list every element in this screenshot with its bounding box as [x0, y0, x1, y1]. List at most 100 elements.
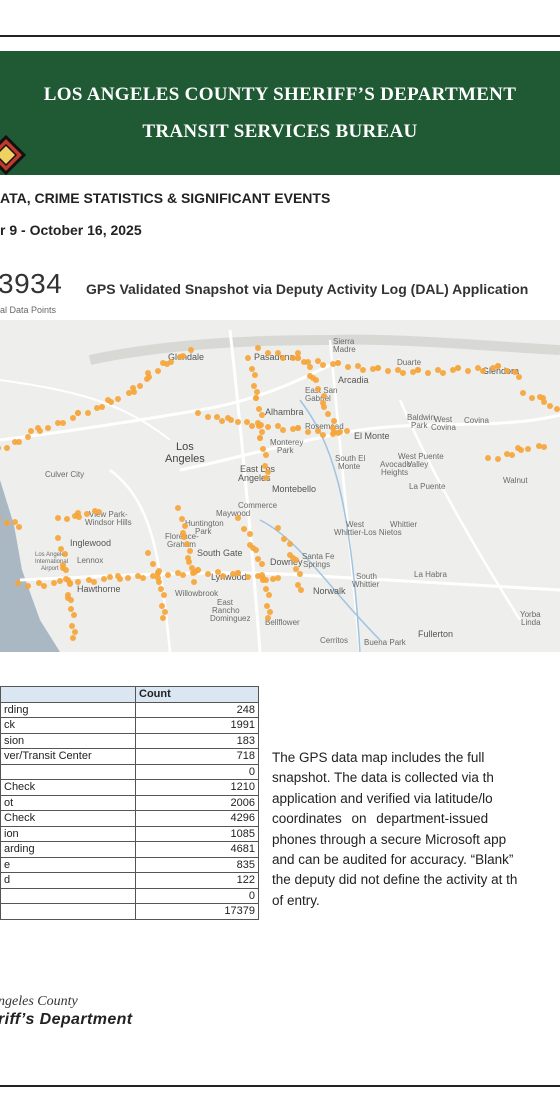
- map-label: Willowbrook: [175, 589, 219, 598]
- gps-point: [330, 361, 336, 367]
- gps-point: [55, 535, 61, 541]
- gps-point: [287, 551, 294, 558]
- table-header-row: Count: [0, 686, 259, 703]
- row-activity-count: 4296: [135, 810, 259, 827]
- gps-point: [140, 575, 146, 582]
- map-label: Los Angeles: [35, 552, 68, 558]
- map-label: Windsor Hills: [85, 518, 132, 527]
- map-label: Culver City: [45, 470, 85, 479]
- gps-point: [248, 366, 255, 372]
- gps-point: [76, 514, 82, 520]
- map-label: Alhambra: [265, 407, 304, 417]
- gps-point: [195, 567, 201, 573]
- map-label: El Monte: [354, 431, 390, 441]
- gps-point: [108, 399, 114, 405]
- gps-point: [541, 399, 547, 405]
- gps-point: [191, 579, 197, 585]
- bottom-rule: [0, 1085, 560, 1087]
- gps-point: [320, 432, 326, 438]
- map-label: West Puente: [398, 452, 444, 461]
- gps-point: [518, 447, 524, 453]
- map-label: Duarte: [397, 358, 422, 367]
- row-activity-count: 4681: [135, 841, 259, 858]
- top-rule: [0, 35, 560, 37]
- gps-point: [525, 446, 532, 453]
- map-label: Graham: [167, 540, 196, 549]
- gps-point: [320, 362, 326, 368]
- gps-point: [255, 420, 261, 426]
- gps-point: [280, 535, 287, 542]
- gps-point: [290, 355, 296, 361]
- gps-point: [275, 350, 281, 356]
- table-header-label: [0, 686, 136, 703]
- gps-point: [162, 609, 168, 615]
- gps-point: [68, 606, 74, 612]
- gps-point: [106, 573, 113, 580]
- map-label: Yorba: [520, 610, 541, 619]
- gps-point: [158, 586, 164, 592]
- map-label: West: [434, 415, 453, 424]
- table-row: ck 1991: [0, 717, 259, 734]
- map-label: South El: [335, 454, 366, 463]
- gps-point: [435, 367, 441, 374]
- total-count: 17379: [135, 903, 259, 920]
- gps-point: [263, 577, 269, 583]
- map-label: Whittier: [352, 580, 380, 589]
- table-row: ver/Transit Center 718: [0, 748, 259, 765]
- gps-point: [168, 359, 175, 366]
- gps-point: [310, 375, 316, 381]
- map-label: View Park-: [89, 510, 128, 519]
- row-activity-label: d: [0, 872, 136, 889]
- gps-point: [294, 581, 301, 588]
- gps-point: [440, 369, 446, 376]
- gps-point: [175, 505, 181, 511]
- gps-point: [541, 444, 547, 450]
- gps-point: [298, 587, 304, 593]
- description-line: the deputy did not define the activity a…: [272, 872, 518, 888]
- gps-point: [188, 564, 195, 571]
- map-label: Dominguez: [210, 614, 251, 623]
- gps-point: [70, 635, 76, 641]
- gps-point: [155, 575, 161, 581]
- gps-point: [63, 516, 70, 523]
- gps-point: [12, 439, 19, 446]
- gps-point: [267, 609, 273, 615]
- gps-snapshot-map[interactable]: Glendale Pasadena Sierra Madre Duarte Gl…: [0, 320, 560, 652]
- gps-point: [344, 428, 350, 434]
- gps-point: [35, 580, 42, 586]
- gps-point: [325, 411, 332, 418]
- gps-point: [254, 555, 261, 562]
- header-banner: LOS ANGELES COUNTY SHERIFF’S DEPARTMENT …: [0, 51, 560, 175]
- gps-point: [495, 363, 501, 369]
- gps-point: [187, 547, 194, 554]
- description-line: The GPS data map includes the full: [272, 750, 485, 765]
- gps-point: [230, 571, 236, 578]
- gps-point: [178, 516, 185, 523]
- gps-point: [234, 419, 241, 426]
- table-total-row: 17379: [0, 903, 259, 920]
- gps-point: [450, 367, 456, 374]
- table-row: ot 2006: [0, 794, 259, 811]
- gps-point: [55, 515, 61, 521]
- gps-point: [115, 396, 122, 402]
- gps-point: [250, 383, 257, 389]
- gps-point: [65, 595, 71, 601]
- gps-point: [41, 582, 47, 589]
- gps-point: [150, 561, 157, 568]
- gps-point: [3, 519, 10, 526]
- gps-point: [305, 429, 311, 435]
- footer-logo-department: riff’s Department: [0, 1011, 133, 1028]
- gps-point: [94, 404, 100, 411]
- map-label: Arcadia: [338, 375, 369, 385]
- description-line: snapshot. The data is collected via th: [272, 770, 494, 786]
- gps-point: [181, 534, 187, 540]
- header-title-line2: TRANSIT SERVICES BUREAU: [142, 121, 418, 142]
- gps-point: [330, 425, 336, 431]
- map-label: South: [356, 572, 377, 581]
- row-activity-count: 718: [135, 748, 259, 765]
- gps-point: [130, 385, 136, 391]
- gps-point: [248, 422, 255, 429]
- gps-point: [355, 363, 361, 369]
- gps-point: [195, 410, 201, 416]
- map-label: International: [35, 559, 69, 565]
